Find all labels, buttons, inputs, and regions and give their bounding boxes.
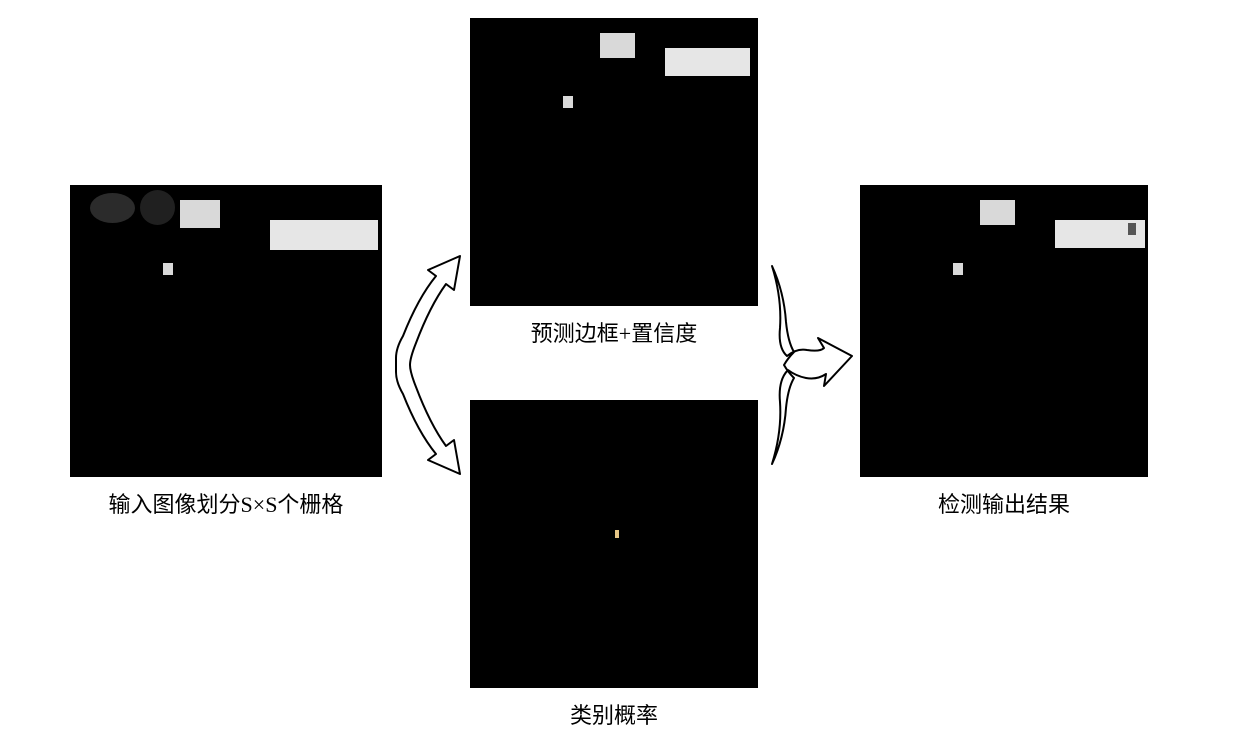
yolo-pipeline-diagram: 输入图像划分S×S个栅格 预测边框+置信度 类别概率 [0, 0, 1240, 753]
output-caption: 检测输出结果 [938, 487, 1070, 519]
class-prob-panel: 类别概率 [470, 400, 758, 730]
merge-arrow [762, 248, 858, 482]
bbox-confidence-panel: 预测边框+置信度 [470, 18, 758, 348]
class-prob-image [470, 400, 758, 688]
output-panel: 检测输出结果 [860, 185, 1148, 519]
input-panel: 输入图像划分S×S个栅格 [70, 185, 382, 519]
bbox-caption: 预测边框+置信度 [531, 316, 697, 348]
input-caption: 输入图像划分S×S个栅格 [109, 487, 344, 519]
class-prob-caption: 类别概率 [570, 698, 658, 730]
bbox-image [470, 18, 758, 306]
output-image [860, 185, 1148, 477]
split-arrow [388, 248, 470, 482]
input-image [70, 185, 382, 477]
